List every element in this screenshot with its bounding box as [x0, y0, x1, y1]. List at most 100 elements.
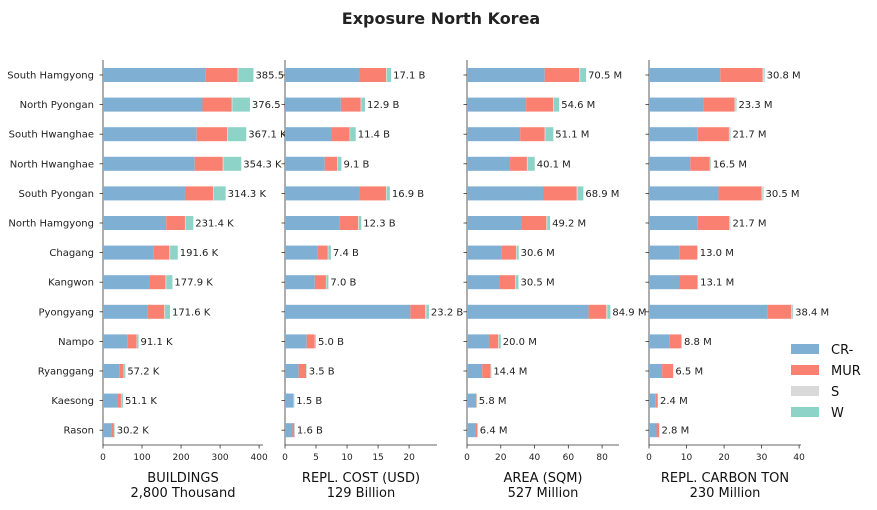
bar-mur-north-hwanghae [510, 156, 527, 171]
bar-mur-nampo [488, 334, 499, 349]
category-label-ryanggang: Ryanggang [38, 367, 94, 378]
bar-s-south-hamgyong [237, 68, 239, 82]
total-label-north-hwanghae: 40.1 M [537, 159, 571, 170]
bar-cr-nampo [467, 334, 489, 349]
bar-mur-ryanggang [119, 364, 124, 378]
total-label-kaesong: 1.5 B [296, 396, 322, 407]
bar-s-kangwon [325, 275, 327, 290]
bar-mur-chagang [679, 245, 698, 260]
bar-s-chagang [515, 245, 517, 260]
bar-mur-kangwon [314, 275, 326, 290]
bar-s-south-hwanghae [227, 127, 228, 142]
category-label-kaesong: Kaesong [51, 396, 94, 407]
x-tick-label: 10 [681, 453, 693, 463]
total-label-north-pyongan: 376.5 K [252, 100, 291, 111]
bar-w-pyongyang [792, 304, 794, 319]
x-tick-label: 0 [464, 453, 470, 463]
bar-w-pyongyang [607, 304, 611, 319]
bar-s-south-hamgyong [386, 68, 387, 82]
total-label-south-pyongan: 16.9 B [392, 189, 424, 200]
bar-s-north-pyongan [553, 97, 554, 112]
bar-w-south-pyongan [386, 186, 390, 201]
x-tick-label: 40 [529, 453, 541, 463]
bar-cr-north-hwanghae [285, 156, 325, 171]
bar-w-south-hwanghae [729, 127, 731, 142]
bar-s-south-hwanghae [544, 127, 546, 142]
x-axis-total: 527 Million [508, 486, 579, 501]
bar-s-north-pyongan [231, 97, 233, 112]
bar-s-north-hwanghae [337, 156, 338, 171]
bar-s-north-hwanghae [222, 156, 224, 171]
bar-s-kangwon [515, 275, 516, 290]
bar-mur-kaesong [293, 393, 294, 408]
bar-w-nampo [498, 334, 501, 349]
x-axis-total: 129 Billion [327, 486, 396, 501]
bar-s-north-hamgyong [358, 216, 359, 230]
bar-cr-rason [649, 423, 657, 438]
total-label-north-pyongan: 23.3 M [738, 100, 772, 111]
bar-mur-south-pyongan [359, 186, 387, 201]
bar-mur-nampo [127, 334, 137, 349]
category-label-rason: Rason [63, 426, 94, 437]
bar-s-chagang [169, 245, 171, 260]
bar-w-north-pyongan [553, 97, 560, 112]
category-label-north-pyongan: North Pyongan [20, 100, 94, 111]
bar-s-north-hwanghae [526, 156, 528, 171]
bar-cr-south-hamgyong [103, 68, 206, 82]
bar-w-pyongyang [426, 304, 429, 319]
total-label-south-hamgyong: 30.8 M [767, 71, 801, 82]
bar-mur-pyongyang [588, 304, 607, 319]
total-label-rason: 6.4 M [480, 426, 508, 437]
total-label-nampo: 8.8 M [684, 337, 712, 348]
bar-mur-north-pyongan [340, 97, 361, 112]
bar-mur-kangwon [499, 275, 516, 290]
bar-cr-south-hwanghae [285, 127, 332, 142]
bar-cr-nampo [285, 334, 307, 349]
bar-w-south-hwanghae [350, 127, 356, 142]
bar-w-nampo [315, 334, 317, 349]
bar-cr-kaesong [649, 393, 656, 408]
bar-cr-north-hamgyong [285, 216, 340, 230]
bar-w-north-hamgyong [547, 216, 551, 230]
bar-w-north-hamgyong [185, 216, 194, 230]
bar-w-nampo [136, 334, 139, 349]
bar-s-south-hamgyong [579, 68, 581, 82]
bar-s-south-hamgyong [762, 68, 764, 82]
bar-w-north-hwanghae [223, 156, 242, 171]
category-label-north-hamgyong: North Hamgyong [8, 219, 94, 230]
total-label-ryanggang: 6.5 M [675, 367, 703, 378]
bar-s-south-pyongan [576, 186, 578, 201]
bar-cr-north-hamgyong [467, 216, 522, 230]
bar-cr-north-hamgyong [103, 216, 167, 230]
total-label-north-hwanghae: 354.3 K [243, 159, 282, 170]
bar-w-south-hamgyong [763, 68, 765, 82]
bar-cr-north-hwanghae [467, 156, 511, 171]
legend-swatch-s [791, 386, 819, 396]
bar-mur-south-hwanghae [697, 127, 729, 142]
legend-label-w: W [831, 406, 844, 421]
bar-cr-nampo [649, 334, 670, 349]
bar-s-pyongyang [164, 304, 166, 319]
category-label-kangwon: Kangwon [48, 278, 94, 289]
bar-w-south-pyongan [213, 186, 226, 201]
total-label-chagang: 191.6 K [180, 248, 219, 259]
total-label-pyongyang: 84.9 M [612, 307, 646, 318]
bar-cr-rason [285, 423, 293, 438]
bar-mur-south-hwanghae [520, 127, 545, 142]
total-label-pyongyang: 38.4 M [795, 307, 829, 318]
bar-w-chagang [328, 245, 331, 260]
bar-mur-north-hamgyong [166, 216, 185, 230]
bar-mur-south-hamgyong [205, 68, 238, 82]
bar-w-north-pyongan [361, 97, 366, 112]
bar-mur-ryanggang [662, 364, 674, 378]
panel-repl-cost-usd: 0 5 10 15 20 REPL. COST (USD)129 Billion 17.1 … [281, 60, 463, 501]
bar-s-kangwon [165, 275, 167, 290]
bar-mur-chagang [317, 245, 328, 260]
legend-swatch-w [791, 407, 819, 417]
bar-cr-pyongyang [103, 304, 148, 319]
bar-w-kangwon [515, 275, 519, 290]
total-label-north-pyongan: 54.6 M [561, 100, 595, 111]
bar-s-north-hwanghae [709, 156, 711, 171]
